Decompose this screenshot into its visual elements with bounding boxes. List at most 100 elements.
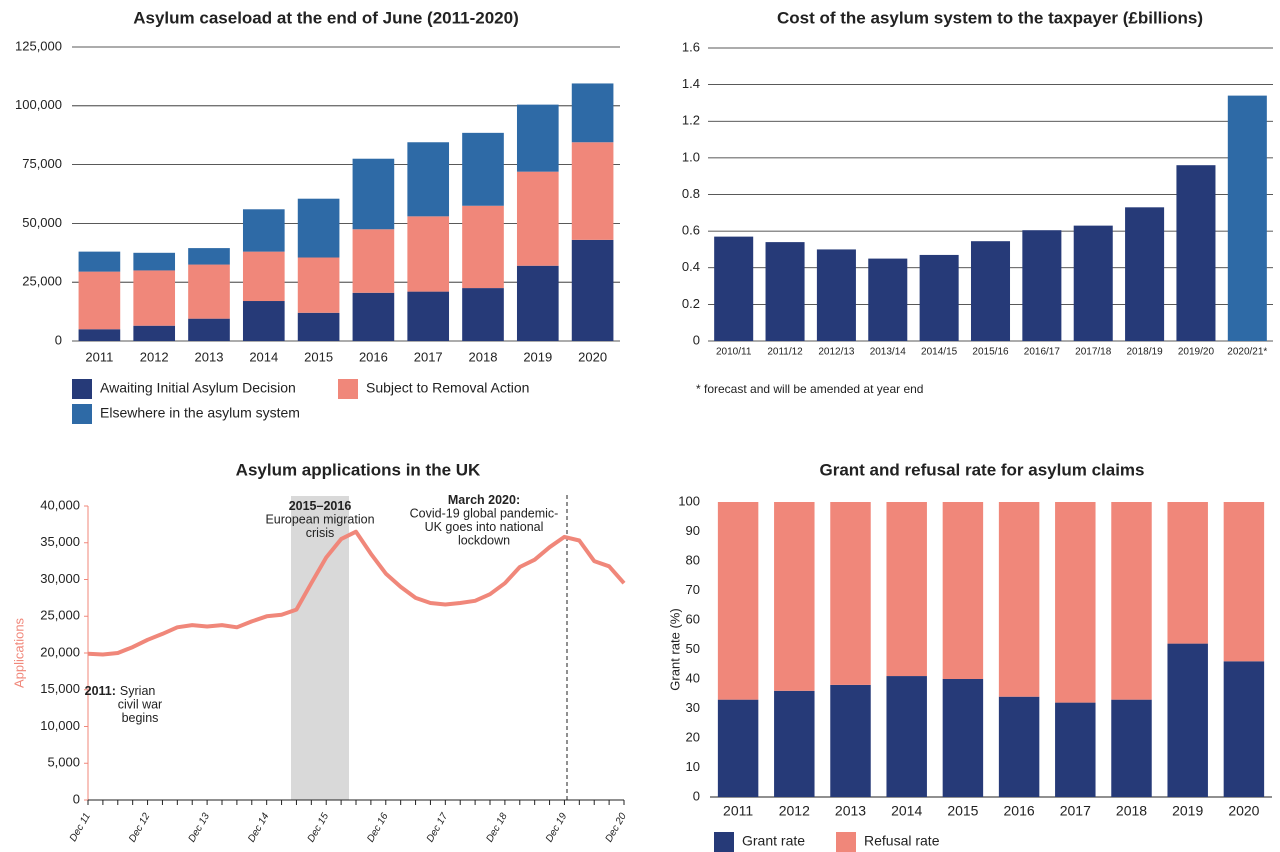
bar-segment (462, 205, 504, 289)
bar-segment (1111, 502, 1152, 700)
legend-swatch (72, 379, 92, 399)
y-tick-label: 40 (686, 670, 700, 685)
bar-segment (516, 104, 559, 172)
y-tick-label: 0.4 (682, 259, 700, 274)
y-tick-label: 1.2 (682, 113, 700, 128)
y-tick-label: 5,000 (47, 755, 80, 770)
x-tick-label: Dec 20 (604, 811, 630, 844)
bar-segment (1167, 643, 1208, 797)
chart-title: Asylum caseload at the end of June (2011… (133, 8, 518, 27)
annotation-text: Covid-19 global pandemic- (410, 507, 559, 521)
bar-segment (571, 239, 614, 341)
annotation: March 2020: Covid-19 global pandemic-UK g… (410, 493, 559, 548)
x-tick-label: 2017 (1060, 803, 1091, 819)
x-tick-label: 2020/21* (1227, 347, 1267, 358)
y-tick-label: 125,000 (15, 38, 62, 53)
bar-segment (774, 690, 815, 797)
y-tick-label: 0.8 (682, 186, 700, 201)
x-tick-label: Dec 17 (425, 811, 451, 844)
x-tick-label: 2020 (1228, 803, 1259, 819)
y-tick-label: 60 (686, 611, 700, 626)
x-tick-label: 2015 (304, 349, 333, 364)
bar-segment (242, 251, 285, 302)
x-tick-label: 2012/13 (818, 347, 855, 358)
legend-swatch (72, 404, 92, 424)
bar (1125, 207, 1165, 341)
x-tick-label: 2014/15 (921, 347, 958, 358)
bar-segment (242, 209, 285, 252)
bar-segment (998, 502, 1040, 697)
y-tick-label: 25,000 (40, 608, 80, 623)
bar-segment (830, 684, 871, 797)
x-tick-label: 2016/17 (1024, 347, 1061, 358)
y-tick-label: 0.6 (682, 223, 700, 238)
x-tick-label: 2018 (1116, 803, 1147, 819)
x-tick-label: 2019/20 (1178, 347, 1215, 358)
x-tick-label: 2010/11 (716, 347, 752, 358)
y-tick-label: 10 (686, 759, 700, 774)
bar (1176, 165, 1216, 341)
y-tick-label: 0 (693, 788, 700, 803)
bar-segment (1055, 702, 1096, 797)
x-tick-label: 2014 (249, 349, 278, 364)
annotation-bold: March 2020: (448, 493, 520, 507)
bar-segment (516, 171, 559, 266)
annotation-text: European migration (265, 513, 374, 527)
x-tick-label: Dec 19 (544, 811, 570, 844)
x-tick-label: 2014 (891, 803, 922, 819)
y-tick-label: 35,000 (40, 534, 80, 549)
bar (714, 236, 754, 341)
chart-title: Asylum applications in the UK (236, 460, 481, 479)
x-tick-label: 2018 (469, 349, 498, 364)
annotation-text: begins (122, 711, 159, 725)
chart-title: Grant and refusal rate for asylum claims (819, 460, 1144, 479)
bar-segment (942, 679, 984, 797)
y-tick-label: 80 (686, 552, 700, 567)
bar-segment (571, 83, 614, 143)
x-tick-label: 2013 (195, 349, 224, 364)
bar-segment (407, 142, 450, 217)
x-tick-label: 2017 (414, 349, 443, 364)
bar (868, 258, 908, 341)
x-tick-label: 2013/14 (870, 347, 907, 358)
x-tick-label: Dec 18 (484, 811, 510, 844)
y-tick-label: 40,000 (40, 497, 80, 512)
legend-label: Subject to Removal Action (366, 380, 529, 396)
bar-segment (188, 318, 230, 341)
bar-segment (942, 502, 984, 679)
bar (765, 242, 805, 341)
y-tick-label: 30 (686, 700, 700, 715)
x-tick-label: 2012 (140, 349, 169, 364)
bar-segment (774, 502, 815, 691)
x-tick-label: 2015 (947, 803, 978, 819)
legend-swatch (714, 832, 734, 852)
highlight-period (291, 496, 349, 800)
annotation-text: civil war (118, 698, 162, 712)
bar-segment (886, 502, 927, 677)
bar-segment (133, 270, 176, 326)
bar-segment (717, 699, 759, 797)
y-tick-label: 30,000 (40, 571, 80, 586)
x-tick-label: Dec 12 (127, 811, 153, 844)
legend-label: Awaiting Initial Asylum Decision (100, 380, 296, 396)
bar-segment (78, 329, 121, 341)
bar-segment (462, 288, 504, 341)
annotation: 2015–2016 European migration crisis (265, 499, 374, 540)
bar-segment (188, 264, 230, 319)
bar-segment (1223, 502, 1265, 662)
bar-segment (242, 301, 285, 341)
y-tick-label: 0.2 (682, 296, 700, 311)
bar (1022, 230, 1062, 341)
annotation-text: Syrian (120, 684, 155, 698)
bar-segment (78, 251, 121, 272)
bar-segment (78, 271, 121, 330)
bar (816, 249, 856, 341)
x-tick-label: 2016 (1004, 803, 1035, 819)
bar-segment (1223, 661, 1265, 797)
x-tick-label: 2016 (359, 349, 388, 364)
x-tick-label: Dec 16 (365, 811, 391, 844)
bar-segment (297, 312, 340, 341)
x-tick-label: 2017/18 (1075, 347, 1112, 358)
x-tick-label: 2011 (85, 349, 113, 364)
